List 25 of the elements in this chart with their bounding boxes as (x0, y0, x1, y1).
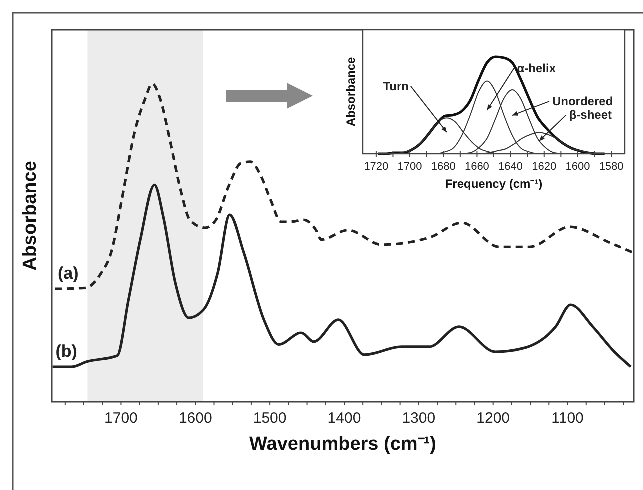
x-tick-label: 1660 (464, 161, 490, 173)
series-label: (a) (58, 264, 79, 284)
x-tick-label: 1200 (476, 410, 510, 427)
x-tick-label: 1100 (552, 410, 584, 427)
x-tick-label: 1680 (431, 161, 456, 173)
x-tick-label: 1580 (599, 161, 624, 173)
x-tick-label: 1600 (178, 410, 212, 427)
x-tick-label: 1400 (328, 410, 362, 427)
x-tick-label: 1300 (402, 410, 436, 427)
y-axis-title: Absorbance (344, 57, 358, 127)
x-tick-label: 1700 (104, 410, 138, 427)
series-label: β-sheet (569, 108, 612, 122)
x-tick-label: 1720 (364, 161, 389, 173)
x-tick-label: 1700 (398, 161, 422, 173)
x-tick-label: 1620 (532, 161, 557, 173)
x-tick-label: 1500 (253, 410, 287, 427)
x-axis-title: Frequency (cm⁻¹) (445, 177, 543, 191)
x-tick-label: 1600 (566, 161, 590, 173)
text: Turn (383, 79, 409, 94)
text: Unordered (552, 94, 614, 109)
x-tick-label: 1640 (498, 161, 524, 173)
x-axis-title: Wavenumbers (cm⁻¹) (250, 434, 436, 455)
y-axis-title: Absorbance (20, 161, 41, 271)
series-label: (b) (56, 342, 78, 362)
text: α-helix (517, 61, 556, 76)
